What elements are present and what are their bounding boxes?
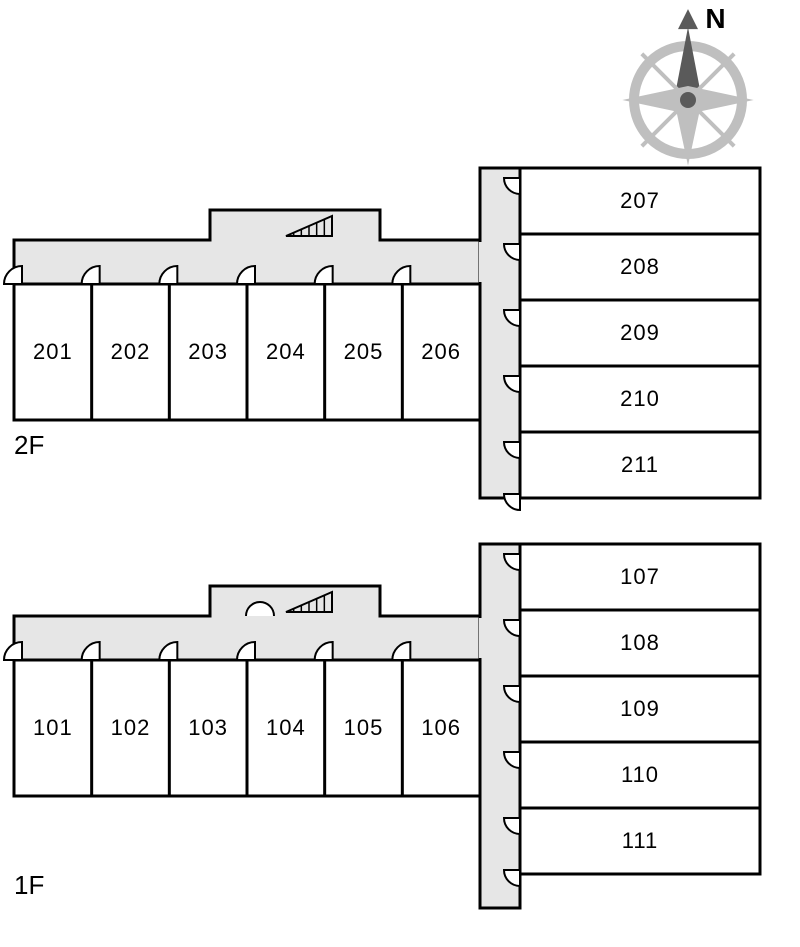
room-206: 206	[421, 339, 461, 365]
room-202: 202	[111, 339, 151, 365]
room-107: 107	[620, 564, 660, 590]
floor-label-1F: 1F	[14, 870, 44, 901]
room-205: 205	[344, 339, 384, 365]
room-209: 209	[620, 320, 660, 346]
room-106: 106	[421, 715, 461, 741]
room-102: 102	[111, 715, 151, 741]
room-103: 103	[188, 715, 228, 741]
room-111: 111	[622, 828, 658, 854]
room-208: 208	[620, 254, 660, 280]
room-207: 207	[620, 188, 660, 214]
room-204: 204	[266, 339, 306, 365]
compass-n-label: N	[705, 3, 726, 35]
floorplan-svg	[0, 0, 800, 942]
room-101: 101	[33, 715, 73, 741]
room-105: 105	[344, 715, 384, 741]
room-108: 108	[620, 630, 660, 656]
room-110: 110	[621, 762, 659, 788]
room-109: 109	[620, 696, 660, 722]
room-104: 104	[266, 715, 306, 741]
floor-label-2F: 2F	[14, 430, 44, 461]
room-211: 211	[621, 452, 659, 478]
room-201: 201	[33, 339, 73, 365]
room-203: 203	[188, 339, 228, 365]
room-210: 210	[620, 386, 660, 412]
floorplan-canvas: N 201 202 203 204 205 206 207 208 209 210 211 2F 101 1…	[0, 0, 800, 942]
